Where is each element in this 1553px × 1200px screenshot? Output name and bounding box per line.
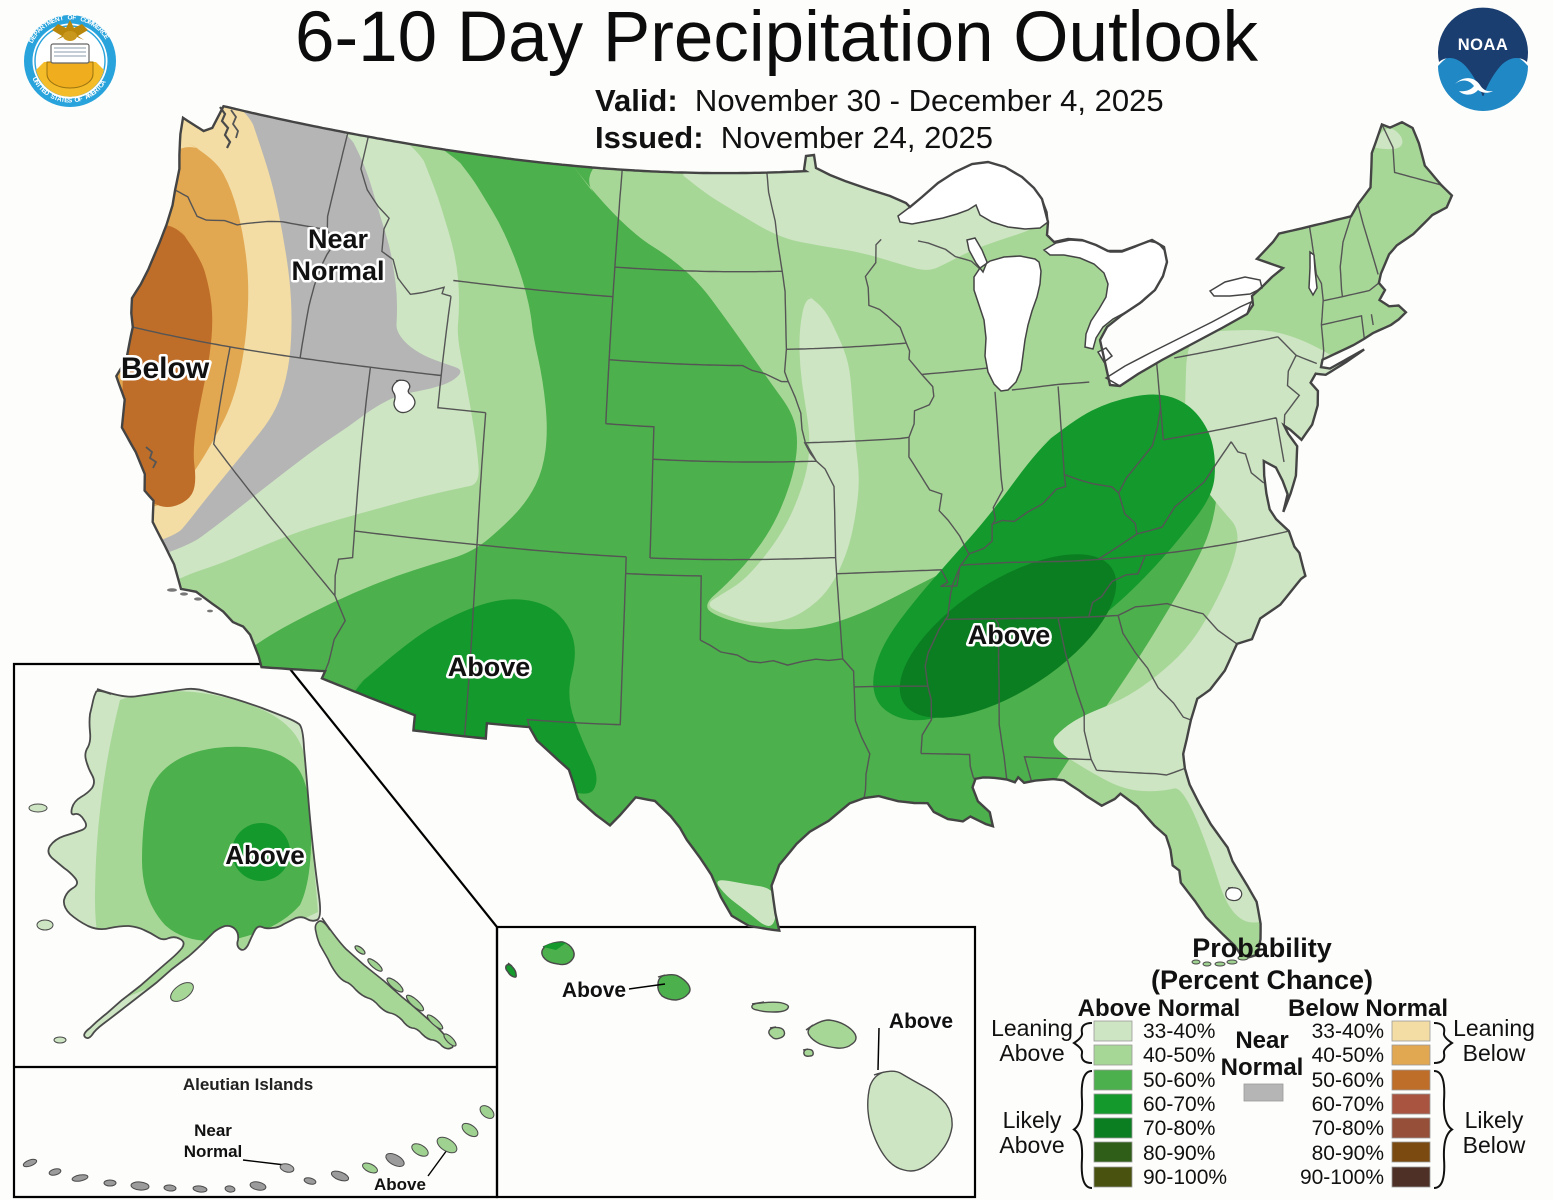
svg-text:T: T — [53, 94, 59, 102]
svg-text:E: E — [30, 33, 39, 41]
svg-text:C: C — [99, 30, 108, 38]
svg-text:A: A — [56, 96, 63, 104]
svg-text:T: T — [37, 85, 45, 93]
svg-text:I: I — [35, 83, 42, 89]
svg-text:Below: Below — [121, 352, 210, 385]
svg-text:E: E — [40, 87, 48, 96]
svg-text:50-60%: 50-60% — [1143, 1069, 1215, 1092]
svg-text:Likely: Likely — [1465, 1107, 1524, 1133]
svg-text:Above: Above — [889, 1010, 953, 1033]
svg-text:50-60%: 50-60% — [1312, 1069, 1384, 1092]
svg-text:40-50%: 40-50% — [1143, 1044, 1215, 1067]
svg-text:M: M — [87, 91, 95, 100]
svg-text:Below: Below — [1463, 1040, 1526, 1066]
svg-text:80-90%: 80-90% — [1312, 1142, 1384, 1165]
svg-text:60-70%: 60-70% — [1143, 1093, 1215, 1116]
svg-text:80-90%: 80-90% — [1143, 1142, 1215, 1165]
svg-text:Likely: Likely — [1003, 1107, 1062, 1133]
svg-text:Normal: Normal — [184, 1142, 243, 1161]
svg-text:R: R — [92, 87, 100, 96]
svg-text:33-40%: 33-40% — [1143, 1020, 1215, 1043]
svg-text:Near: Near — [1235, 1027, 1288, 1054]
svg-text:Above: Above — [968, 620, 1051, 650]
svg-text:Near: Near — [194, 1121, 232, 1140]
svg-text:I: I — [96, 85, 102, 91]
svg-text:E: E — [64, 97, 70, 104]
svg-text:Below: Below — [1463, 1132, 1526, 1158]
svg-text:F: F — [72, 15, 77, 22]
svg-text:D: D — [42, 89, 50, 98]
svg-text:F: F — [78, 96, 84, 104]
svg-text:N: N — [32, 79, 41, 87]
svg-text:90-100%: 90-100% — [1300, 1166, 1384, 1189]
svg-text:Near: Near — [308, 224, 369, 254]
svg-text:Above: Above — [999, 1040, 1064, 1066]
svg-text:A: A — [35, 26, 43, 34]
svg-text:Normal: Normal — [291, 256, 384, 286]
svg-text:Leaning: Leaning — [991, 1015, 1073, 1041]
svg-text:O: O — [83, 17, 90, 25]
svg-text:P: P — [33, 29, 42, 37]
svg-text:Above: Above — [562, 979, 626, 1002]
svg-text:Above Normal: Above Normal — [1078, 995, 1241, 1022]
svg-text:60-70%: 60-70% — [1312, 1093, 1384, 1116]
svg-text:E: E — [93, 24, 101, 33]
svg-text:Aleutian Islands: Aleutian Islands — [183, 1075, 313, 1094]
svg-text:T: T — [59, 15, 64, 23]
svg-text:70-80%: 70-80% — [1312, 1117, 1384, 1140]
svg-text:D: D — [28, 37, 37, 45]
svg-text:Above: Above — [448, 652, 531, 682]
svg-text:U: U — [31, 76, 40, 84]
svg-text:R: R — [96, 27, 104, 35]
svg-text:90-100%: 90-100% — [1143, 1166, 1227, 1189]
svg-text:70-80%: 70-80% — [1143, 1117, 1215, 1140]
svg-text:A: A — [84, 93, 92, 101]
svg-text:S: S — [68, 98, 73, 105]
svg-text:O: O — [74, 96, 80, 104]
svg-text:E: E — [102, 33, 111, 41]
svg-text:S: S — [49, 93, 57, 101]
svg-text:M: M — [46, 19, 54, 28]
svg-text:40-50%: 40-50% — [1312, 1044, 1384, 1067]
svg-text:Above: Above — [999, 1132, 1064, 1158]
svg-text:R: R — [39, 23, 47, 32]
svg-text:C: C — [79, 16, 86, 24]
svg-text:T: T — [60, 97, 65, 105]
svg-text:Normal: Normal — [1221, 1054, 1304, 1081]
svg-text:(Percent Chance): (Percent Chance) — [1151, 965, 1373, 995]
svg-text:Leaning: Leaning — [1453, 1015, 1535, 1041]
svg-text:M: M — [86, 19, 94, 28]
svg-text:Above: Above — [374, 1175, 426, 1194]
svg-text:Above: Above — [225, 840, 304, 870]
svg-text:33-40%: 33-40% — [1312, 1020, 1384, 1043]
svg-text:NOAA: NOAA — [1458, 36, 1509, 54]
svg-text:A: A — [99, 79, 108, 87]
svg-text:N: N — [54, 16, 61, 24]
svg-text:T: T — [42, 21, 49, 29]
svg-text:E: E — [50, 17, 57, 25]
svg-text:Below Normal: Below Normal — [1288, 995, 1448, 1022]
svg-text:C: C — [97, 82, 106, 90]
svg-text:O: O — [67, 15, 72, 22]
svg-text:E: E — [90, 89, 98, 98]
svg-text:M: M — [90, 21, 98, 30]
svg-text:Probability: Probability — [1192, 933, 1332, 963]
